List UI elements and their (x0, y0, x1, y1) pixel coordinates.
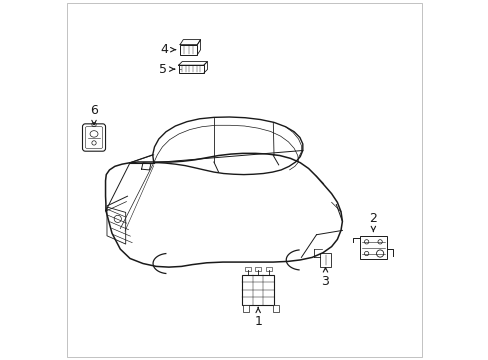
Text: 1: 1 (254, 315, 262, 328)
Text: 2: 2 (369, 212, 377, 225)
FancyBboxPatch shape (82, 124, 105, 151)
Text: 6: 6 (90, 104, 98, 117)
Bar (359, 236, 386, 259)
Bar (243, 305, 248, 311)
Bar (244, 267, 250, 271)
Bar (242, 274, 273, 305)
Bar (180, 45, 197, 55)
Bar (273, 305, 279, 311)
Text: 3: 3 (321, 275, 329, 288)
Bar (178, 65, 203, 73)
Text: 5: 5 (159, 63, 167, 76)
Bar (319, 253, 330, 267)
Bar (265, 267, 271, 271)
Text: 4: 4 (160, 43, 168, 56)
Ellipse shape (90, 131, 98, 137)
FancyBboxPatch shape (85, 127, 102, 148)
Bar (255, 267, 261, 271)
